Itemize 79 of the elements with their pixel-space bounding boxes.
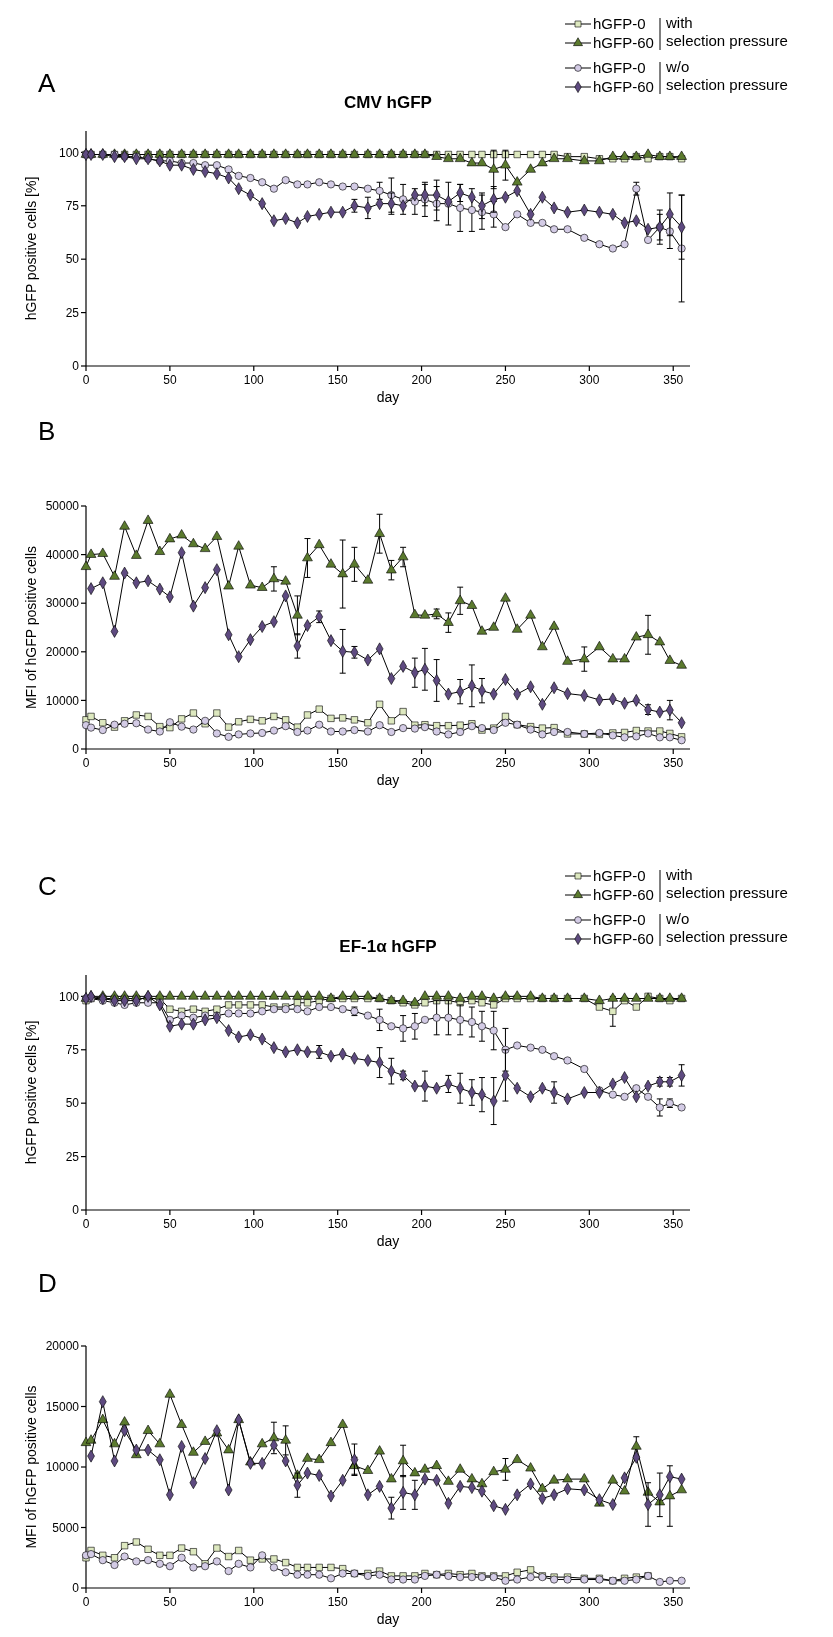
x-tick-label: 100 [243, 1595, 265, 1609]
x-tick-label: 200 [411, 373, 432, 387]
x-tick-label: 150 [327, 373, 348, 387]
x-tick-label: 300 [579, 756, 600, 770]
x-tick-label: 0 [82, 373, 90, 387]
y-tick-label: 30000 [45, 596, 80, 611]
legend-label: hGFP-0 [593, 15, 646, 33]
text: B [38, 416, 56, 446]
y-tick-label: 50000 [45, 499, 80, 514]
y-tick-label: 0 [72, 359, 80, 374]
legend-label: hGFP-0 [593, 867, 646, 885]
x-tick-label: 300 [579, 373, 600, 387]
y-tick-label: 100 [58, 989, 80, 1004]
text: C [38, 871, 57, 901]
x-tick-label: 300 [579, 1217, 600, 1231]
x-axis-title: day [376, 772, 400, 788]
x-tick-label: 50 [163, 1217, 177, 1231]
y-axis-title: MFI of hGFP positive cells [23, 1385, 39, 1549]
legend-label: hGFP-0 [593, 911, 646, 929]
x-tick-label: 200 [411, 756, 432, 770]
y-tick-label: 20000 [45, 645, 80, 659]
y-tick-label: 75 [65, 1042, 80, 1057]
x-axis-title: day [376, 389, 400, 405]
legend-label: hGFP-60 [593, 886, 654, 904]
y-tick-label: 10000 [45, 1460, 80, 1475]
x-tick-label: 0 [82, 756, 90, 770]
x-tick-label: 100 [243, 373, 265, 387]
x-tick-label: 150 [327, 1217, 348, 1231]
text: w/o selection pressure [665, 910, 788, 945]
x-tick-label: 250 [495, 1595, 516, 1609]
legend-label: hGFP-0 [593, 59, 646, 77]
x-tick-label: 0 [82, 1217, 90, 1231]
y-tick-label: 20000 [45, 1339, 80, 1354]
y-tick-label: 40000 [45, 547, 80, 562]
y-tick-label: 0 [72, 742, 80, 757]
y-axis-title: hGFP positive cells [%] [23, 176, 39, 321]
text: with selection pressure [665, 14, 788, 49]
x-tick-label: 350 [663, 1217, 684, 1231]
x-tick-label: 200 [411, 1217, 432, 1231]
y-tick-label: 0 [72, 1581, 80, 1596]
y-tick-label: 25 [65, 1149, 80, 1164]
y-tick-label: 100 [58, 145, 80, 160]
x-tick-label: 50 [163, 756, 177, 770]
x-tick-label: 150 [327, 1595, 348, 1609]
legend-label: hGFP-60 [593, 78, 654, 96]
y-tick-label: 50 [65, 1096, 80, 1111]
x-tick-label: 50 [163, 1595, 177, 1609]
text: with selection pressure [665, 866, 788, 901]
x-tick-label: 350 [663, 373, 684, 387]
y-tick-label: 75 [65, 198, 80, 213]
y-tick-label: 0 [72, 1203, 80, 1218]
x-axis-title: day [376, 1611, 400, 1627]
x-tick-label: 350 [663, 1595, 684, 1609]
x-tick-label: 250 [495, 373, 516, 387]
legend-label: hGFP-60 [593, 930, 654, 948]
x-tick-label: 50 [163, 373, 177, 387]
y-tick-label: 50 [65, 252, 80, 267]
y-axis-title: hGFP positive cells [%] [23, 1020, 39, 1165]
y-tick-label: 25 [65, 305, 80, 320]
x-axis-title: day [376, 1233, 400, 1249]
x-tick-label: 250 [495, 756, 516, 770]
chart-title: CMV hGFP [344, 93, 432, 112]
legend-label: hGFP-60 [593, 34, 654, 52]
chart-title: EF-1α hGFP [339, 937, 437, 956]
text: D [38, 1268, 57, 1298]
x-tick-label: 0 [82, 1595, 90, 1609]
x-tick-label: 200 [411, 1595, 432, 1609]
y-axis-title: MFI of hGFP positive cells [23, 545, 39, 710]
text: A [38, 68, 56, 98]
y-tick-label: 5000 [52, 1520, 80, 1535]
x-tick-label: 250 [495, 1217, 516, 1231]
y-tick-label: 15000 [45, 1399, 80, 1414]
x-tick-label: 300 [579, 1595, 600, 1609]
x-tick-label: 100 [243, 1217, 265, 1231]
text: w/o selection pressure [665, 58, 788, 93]
y-tick-label: 10000 [45, 693, 80, 708]
x-tick-label: 100 [243, 756, 265, 770]
x-tick-label: 350 [663, 756, 684, 770]
x-tick-label: 150 [327, 756, 348, 770]
